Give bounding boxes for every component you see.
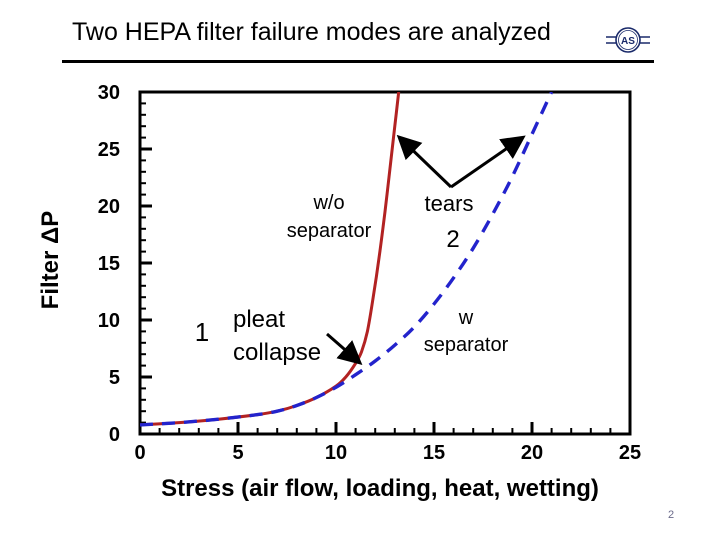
arrow-tears-left <box>396 134 453 189</box>
annotation-pleat-collapse-line2: collapse <box>233 339 321 366</box>
annotation-tears: tears <box>425 191 474 216</box>
x-tick-label: 10 <box>325 442 347 464</box>
x-tick-label: 20 <box>521 442 543 464</box>
y-tick-label: 5 <box>109 367 120 389</box>
y-tick-label: 30 <box>98 82 120 104</box>
y-tick-label: 15 <box>98 253 120 275</box>
series-line-with-separator <box>140 92 554 427</box>
arrow-tears-right <box>450 135 526 189</box>
x-axis-label: Stress (air flow, loading, heat, wetting… <box>161 475 599 502</box>
y-ticks: 0 5 10 15 20 25 30 <box>98 82 152 446</box>
annotation-wo-separator-line2: separator <box>287 220 372 242</box>
annotation-mode-2: 2 <box>446 226 459 253</box>
y-axis-label: Filter ΔP <box>37 211 64 310</box>
slide-title: Two HEPA filter failure modes are analyz… <box>72 18 551 46</box>
annotation-w-separator: w separator <box>424 307 509 356</box>
x-tick-label: 15 <box>423 442 445 464</box>
series-group <box>140 92 554 427</box>
annotation-w-separator-line1: w <box>458 307 474 329</box>
annotation-wo-separator-line1: w/o <box>312 192 344 214</box>
logo-text: AS <box>621 36 635 47</box>
annotation-pleat-collapse: pleat collapse <box>233 306 321 366</box>
x-tick-label: 0 <box>134 442 145 464</box>
x-ticks: 0 5 10 15 20 25 <box>134 422 641 464</box>
plot-frame <box>138 90 632 436</box>
x-tick-label: 25 <box>619 442 641 464</box>
y-tick-label: 0 <box>109 424 120 446</box>
annotation-wo-separator: w/o separator <box>287 192 372 242</box>
arrow-pleat-collapse <box>326 332 363 365</box>
title-divider <box>62 60 654 63</box>
as-logo-icon: AS <box>606 27 650 53</box>
annotation-pleat-collapse-line1: pleat <box>233 306 285 333</box>
page-number: 2 <box>668 509 675 521</box>
annotation-mode-1: 1 <box>195 317 209 347</box>
y-tick-label: 25 <box>98 139 120 161</box>
y-tick-label: 20 <box>98 196 120 218</box>
x-tick-label: 5 <box>232 442 243 464</box>
series-line-without-separator <box>140 92 401 427</box>
annotation-w-separator-line2: separator <box>424 334 509 356</box>
y-tick-label: 10 <box>98 310 120 332</box>
